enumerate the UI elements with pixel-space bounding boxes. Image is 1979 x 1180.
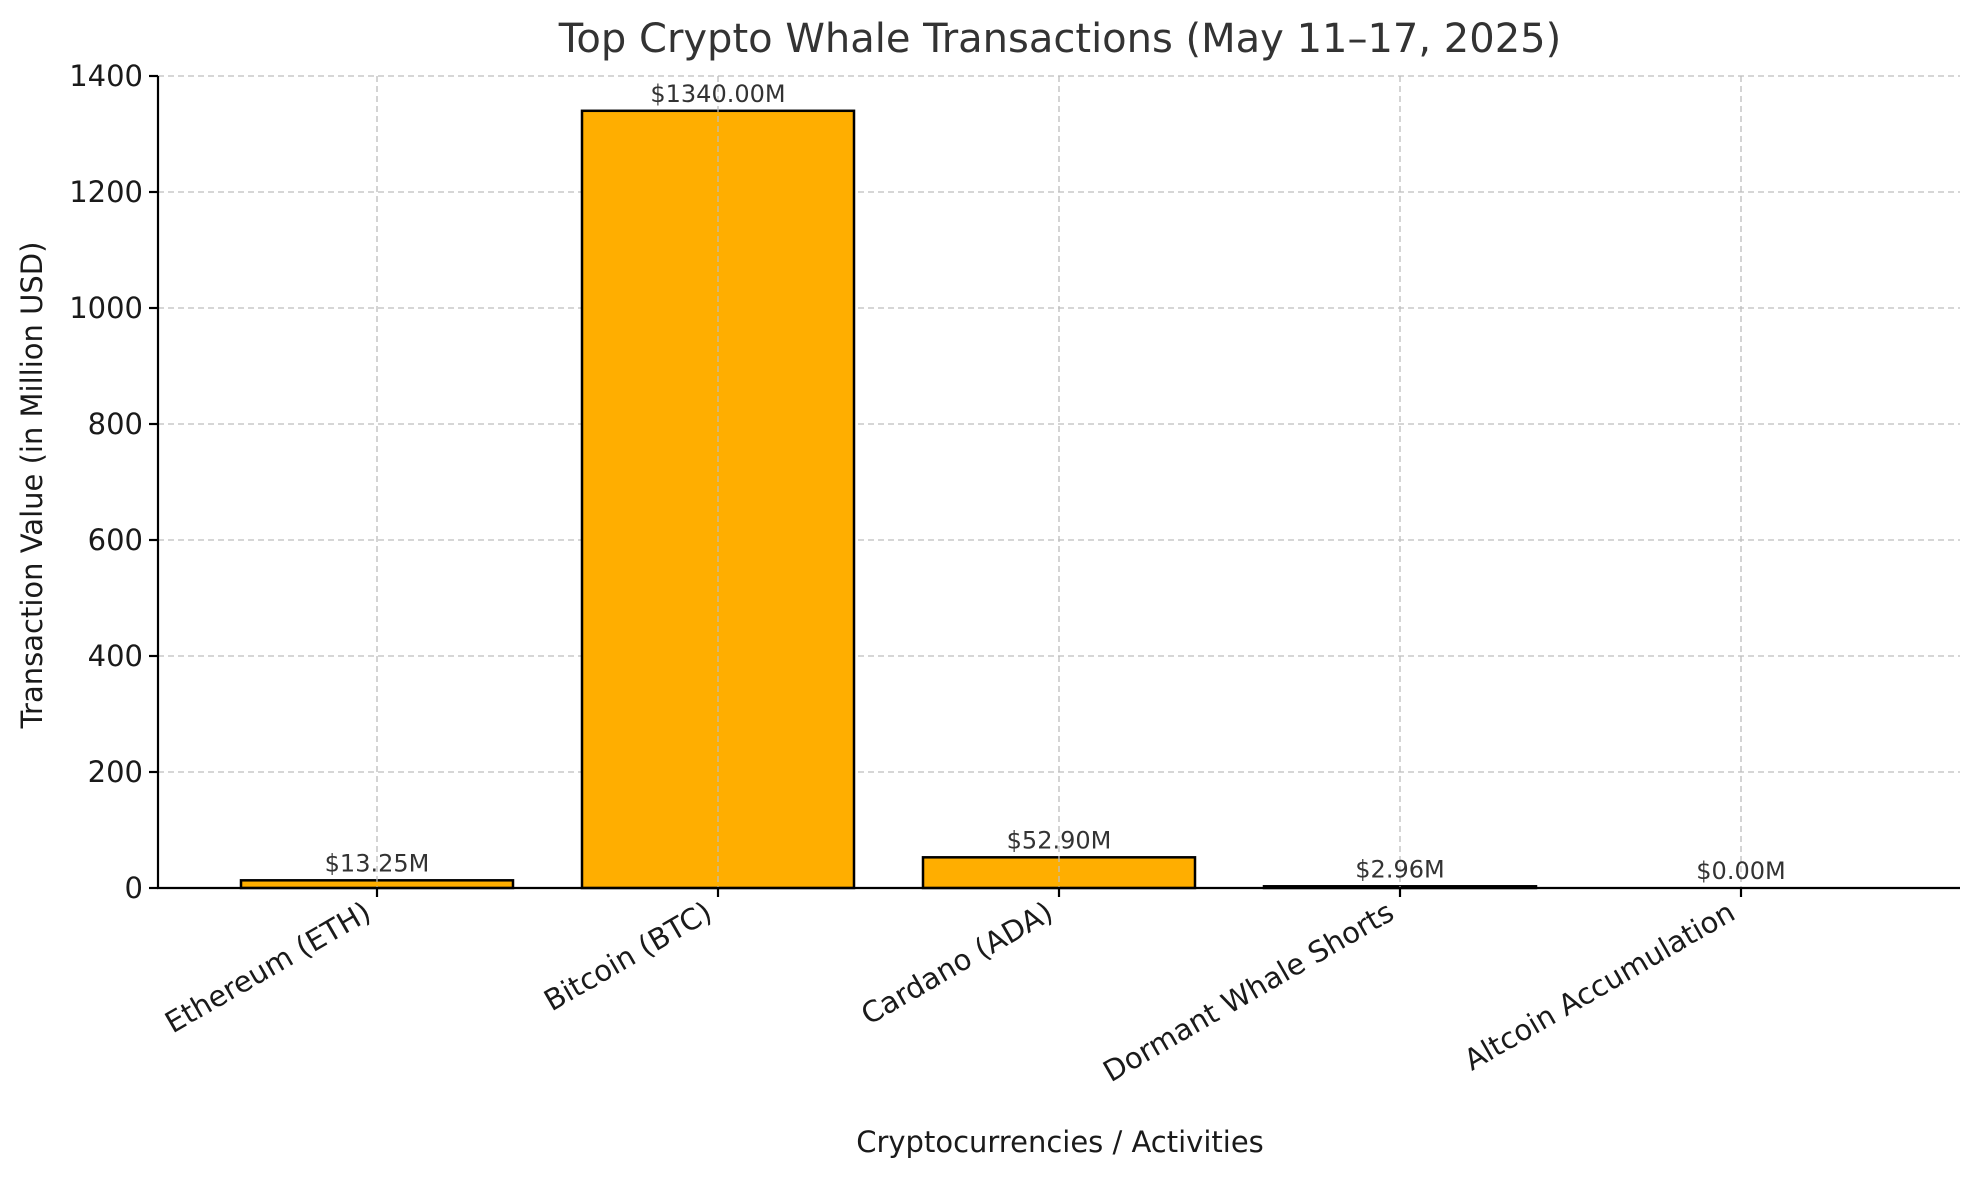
y-tick-label: 600 [88, 523, 143, 557]
y-tick-label: 200 [88, 755, 143, 789]
axes [149, 74, 1960, 897]
y-tick-label: 1000 [69, 291, 143, 325]
data-label: $52.90M [1007, 826, 1112, 854]
x-tick-label: Dormant Whale Shorts [1097, 895, 1399, 1089]
chart-title: Top Crypto Whale Transactions (May 11–17… [558, 16, 1561, 62]
y-tick-label: 800 [88, 407, 143, 441]
x-tick-label: Bitcoin (BTC) [538, 895, 717, 1018]
data-label: $2.96M [1355, 855, 1444, 883]
y-tick-label: 1200 [69, 175, 143, 209]
data-label: $1340.00M [650, 80, 785, 108]
y-tick-label: 400 [88, 639, 143, 673]
y-tick-label: 1400 [69, 59, 143, 93]
x-tick-label: Altcoin Accumulation [1458, 895, 1740, 1078]
data-label: $0.00M [1696, 857, 1785, 885]
bar [921, 856, 1197, 890]
data-label: $13.25M [325, 849, 430, 877]
x-tick-label: Cardano (ADA) [855, 895, 1058, 1032]
y-axis-label: Transaction Value (in Million USD) [15, 242, 49, 730]
labels: 0 200 400 600 800 1000 1200 1400 Ethereum (ETH) B… [69, 59, 1786, 1089]
x-tick-label: Ethereum (ETH) [159, 895, 376, 1040]
x-axis-label: Cryptocurrencies / Activities [856, 1125, 1264, 1159]
y-tick-label: 0 [125, 871, 143, 905]
